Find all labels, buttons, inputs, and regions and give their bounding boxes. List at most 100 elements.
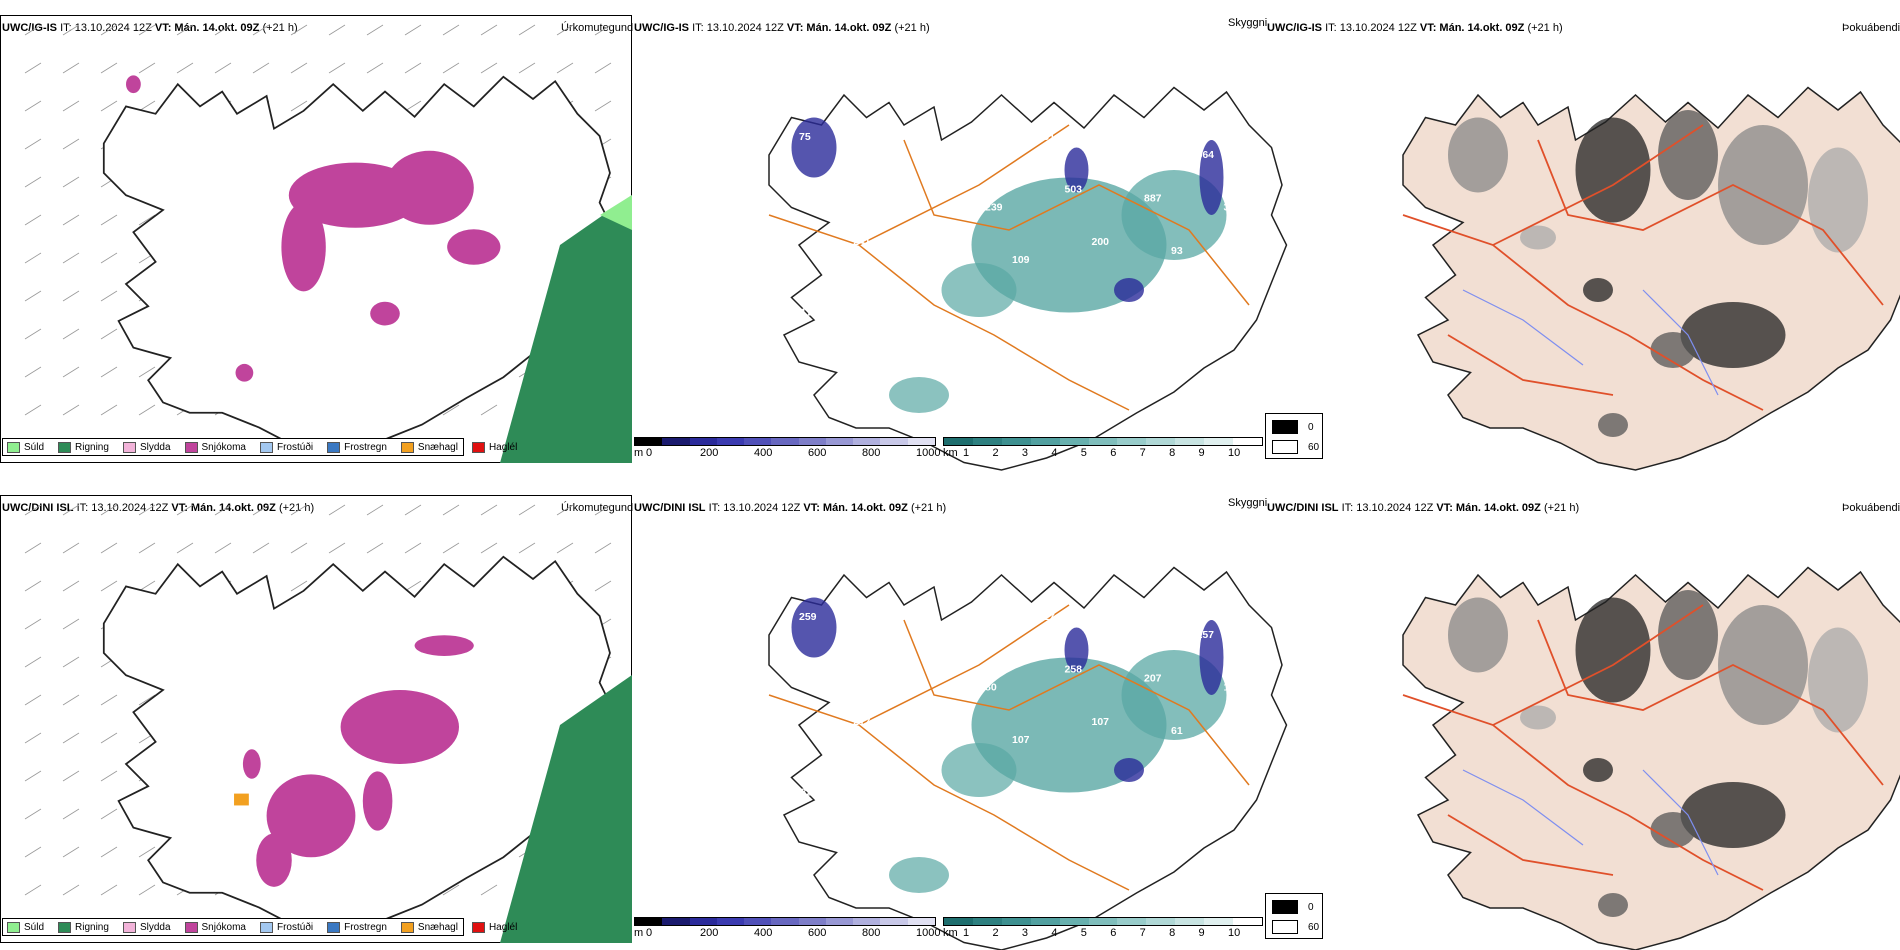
wind-barb — [556, 62, 574, 74]
weather-area — [1650, 812, 1696, 848]
wind-barb — [594, 580, 612, 592]
cloud-base-label: 61 — [1171, 725, 1183, 737]
wind-barb — [100, 366, 118, 378]
weather-area — [1575, 597, 1651, 703]
cloud-base-colorbar — [634, 917, 936, 926]
wind-barb — [252, 542, 270, 554]
wind-barb — [176, 542, 194, 554]
model-name: UWC/IG-IS — [2, 22, 57, 34]
wind-barb — [290, 580, 308, 592]
wind-barb — [366, 62, 384, 74]
wind-barb — [556, 504, 574, 516]
fog-legend-swatch — [1272, 920, 1298, 934]
weather-area — [340, 690, 459, 764]
weather-area — [1650, 332, 1696, 368]
colorbar-tick: 800 — [862, 447, 881, 459]
cloud-base-label: 75 — [799, 131, 811, 143]
wind-barb — [100, 694, 118, 706]
colorbar-segment — [853, 918, 881, 925]
wind-barb — [252, 24, 270, 36]
legend-item: Slydda — [122, 441, 171, 453]
wind-barb — [100, 290, 118, 302]
valid-time: VT: Mán. 14.okt. 09Z — [154, 22, 260, 34]
wind-barb — [100, 732, 118, 744]
cloud-base-label: 93 — [1171, 245, 1183, 257]
weather-area — [385, 150, 474, 225]
legend-swatch — [327, 921, 341, 933]
rain-band — [500, 675, 632, 943]
colorbar-segment — [716, 918, 745, 925]
cloud-base-label: 254 — [1117, 140, 1135, 152]
legend-swatch — [58, 441, 72, 453]
fog-legend-label: 0 — [1308, 901, 1314, 913]
cloud-base-label: 107 — [1012, 734, 1030, 746]
weather-area — [1199, 620, 1224, 695]
wind-barb — [24, 618, 42, 630]
legend-label: Rigning — [75, 441, 109, 453]
colorbar-segment — [662, 918, 690, 925]
colorbar-unit: km — [943, 927, 958, 939]
wind-barb — [100, 62, 118, 74]
colorbar-segment — [662, 438, 690, 445]
colorbar-tick: 1 — [963, 447, 970, 459]
legend-label: Frostregn — [344, 921, 387, 933]
colorbar-segment — [972, 438, 1002, 445]
legend-item: Rigning — [58, 441, 109, 453]
legend-item: Slydda — [122, 921, 171, 933]
weather-area — [1718, 605, 1808, 725]
wind-barb — [176, 504, 194, 516]
colorbar-segment — [1204, 918, 1234, 925]
legend-swatch — [259, 921, 273, 933]
fog-legend-row: 60 — [1272, 440, 1319, 454]
wind-barb — [100, 770, 118, 782]
panel-header: UWC/DINI ISL IT: 13.10.2024 12Z VT: Mán.… — [634, 502, 946, 514]
colorbar-tick: 2 — [992, 447, 999, 459]
colorbar-segment — [1117, 918, 1147, 925]
wind-barb — [138, 504, 156, 516]
colorbar-segment — [825, 918, 854, 925]
weather-area — [1583, 278, 1613, 302]
wind-barb — [100, 24, 118, 36]
weather-area — [362, 771, 393, 831]
wind-barb — [62, 290, 80, 302]
wind-barb — [100, 100, 118, 112]
panel-title: Skyggni — [1228, 17, 1268, 29]
colorbar-segment — [635, 918, 663, 925]
valid-time: VT: Mán. 14.okt. 09Z — [786, 22, 892, 34]
weather-area — [889, 857, 949, 893]
weather-area — [1520, 225, 1556, 250]
legend-swatch — [184, 921, 198, 933]
fog-indicator-map — [1402, 566, 1900, 950]
colorbar-tick: 2 — [992, 927, 999, 939]
fog-legend-row: 0 — [1272, 420, 1314, 434]
colorbar-segment — [853, 438, 881, 445]
wind-barb — [518, 542, 536, 554]
colorbar-segment — [1001, 918, 1031, 925]
colorbar-tick: 800 — [862, 927, 881, 939]
cloud-base-map: 2593492973272891572101538025820719421799… — [768, 566, 1288, 950]
cloud-base-label: 259 — [799, 611, 817, 623]
wind-barb — [24, 504, 42, 516]
wind-barb — [24, 732, 42, 744]
panel-header: UWC/DINI ISL IT: 13.10.2024 12Z VT: Mán.… — [1267, 502, 1579, 514]
wind-barb — [366, 504, 384, 516]
wind-barb — [24, 808, 42, 820]
wind-barb — [442, 884, 460, 896]
colorbar-tick: 9 — [1198, 927, 1205, 939]
panel-title: Úrkomutegund — [561, 22, 634, 34]
colorbar-segment — [771, 918, 799, 925]
colorbar-tick: 8 — [1169, 927, 1176, 939]
wind-barb — [62, 884, 80, 896]
panel-header: UWC/DINI ISL IT: 13.10.2024 12Z VT: Mán.… — [2, 502, 314, 514]
wind-barb — [100, 252, 118, 264]
colorbar-tick: 7 — [1139, 927, 1146, 939]
wind-barb — [328, 24, 346, 36]
cloud-base-label: 207 — [1144, 673, 1162, 685]
wind-barb — [518, 24, 536, 36]
weather-area — [971, 657, 1167, 793]
wind-barb — [404, 24, 422, 36]
wind-barb — [290, 100, 308, 112]
cloud-base-label: 887 — [1144, 193, 1162, 205]
wind-barb — [480, 24, 498, 36]
wind-barb — [24, 252, 42, 264]
